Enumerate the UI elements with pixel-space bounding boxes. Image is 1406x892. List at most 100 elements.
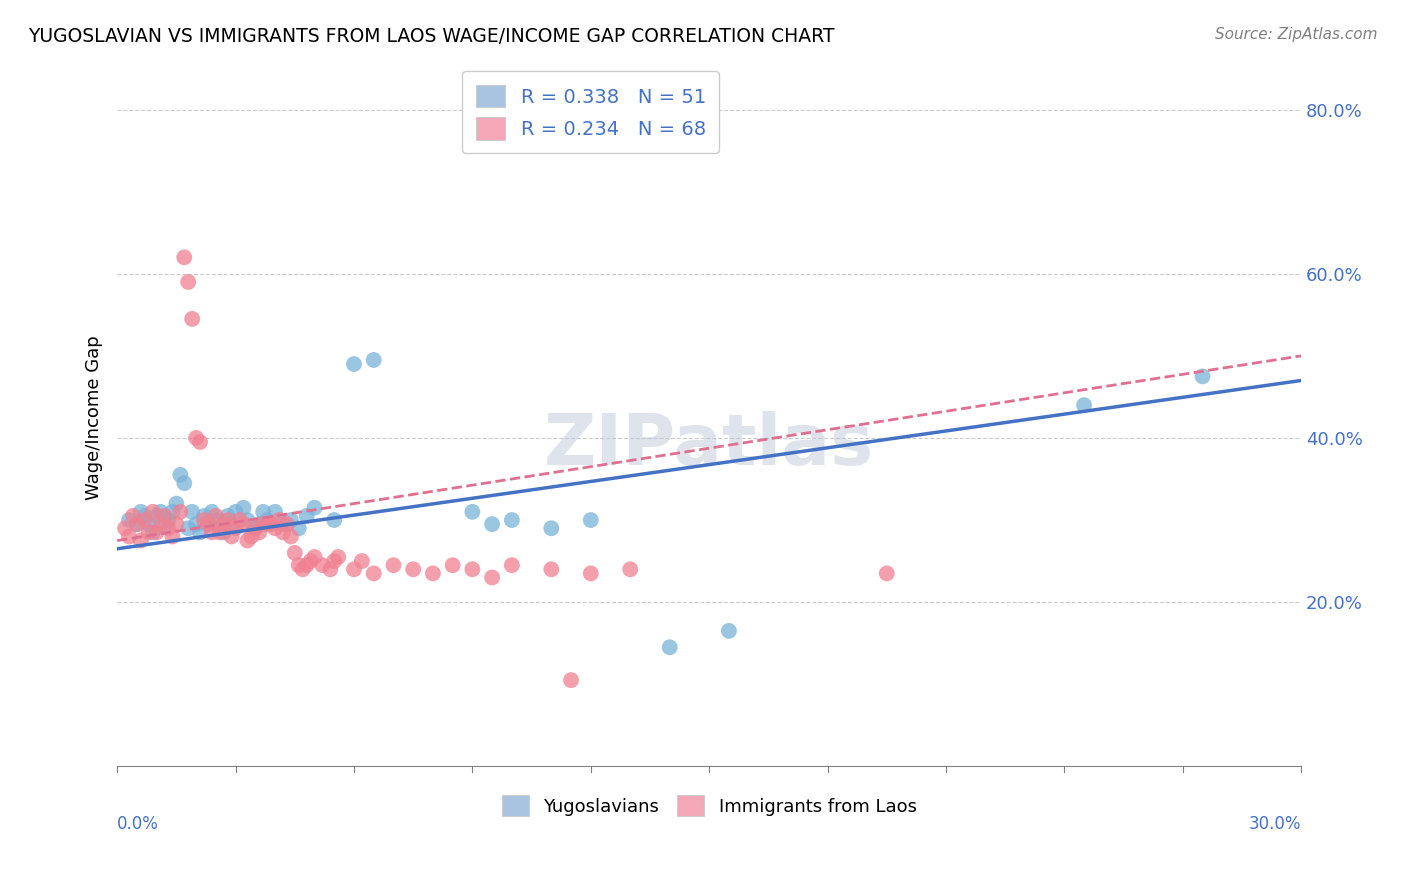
Point bbox=[169, 467, 191, 482]
Point bbox=[181, 312, 204, 326]
Point bbox=[153, 508, 176, 523]
Y-axis label: Wage/Income Gap: Wage/Income Gap bbox=[86, 335, 103, 500]
Point bbox=[217, 513, 239, 527]
Point bbox=[212, 525, 235, 540]
Point bbox=[157, 521, 180, 535]
Point bbox=[256, 513, 278, 527]
Legend: Yugoslavians, Immigrants from Laos: Yugoslavians, Immigrants from Laos bbox=[491, 785, 928, 827]
Point bbox=[295, 558, 318, 573]
Point bbox=[134, 508, 156, 523]
Point bbox=[382, 558, 405, 573]
Point bbox=[328, 549, 350, 564]
Point bbox=[876, 566, 898, 581]
Point bbox=[658, 640, 681, 655]
Text: YUGOSLAVIAN VS IMMIGRANTS FROM LAOS WAGE/INCOME GAP CORRELATION CHART: YUGOSLAVIAN VS IMMIGRANTS FROM LAOS WAGE… bbox=[28, 27, 835, 45]
Point bbox=[232, 517, 254, 532]
Point bbox=[149, 517, 172, 532]
Point bbox=[299, 554, 322, 568]
Point bbox=[208, 521, 231, 535]
Point bbox=[245, 521, 267, 535]
Point bbox=[197, 517, 219, 532]
Point bbox=[129, 533, 152, 548]
Point bbox=[717, 624, 740, 638]
Point bbox=[129, 505, 152, 519]
Point bbox=[225, 505, 247, 519]
Point bbox=[560, 673, 582, 687]
Point bbox=[247, 517, 270, 532]
Point bbox=[118, 529, 141, 543]
Point bbox=[225, 521, 247, 535]
Point bbox=[169, 505, 191, 519]
Point bbox=[181, 505, 204, 519]
Point bbox=[122, 508, 145, 523]
Text: Source: ZipAtlas.com: Source: ZipAtlas.com bbox=[1215, 27, 1378, 42]
Point bbox=[173, 250, 195, 264]
Point bbox=[177, 521, 200, 535]
Point bbox=[284, 546, 307, 560]
Point bbox=[138, 517, 160, 532]
Point bbox=[245, 521, 267, 535]
Point bbox=[461, 505, 484, 519]
Point bbox=[311, 558, 333, 573]
Point bbox=[153, 517, 176, 532]
Point bbox=[197, 517, 219, 532]
Point bbox=[1073, 398, 1095, 412]
Point bbox=[221, 529, 243, 543]
Point bbox=[363, 353, 385, 368]
Point bbox=[184, 431, 207, 445]
Point bbox=[291, 562, 314, 576]
Point bbox=[402, 562, 425, 576]
Point bbox=[193, 513, 215, 527]
Point bbox=[260, 517, 283, 532]
Point bbox=[232, 500, 254, 515]
Point bbox=[149, 505, 172, 519]
Point bbox=[142, 525, 165, 540]
Point bbox=[323, 554, 346, 568]
Point bbox=[304, 500, 326, 515]
Point bbox=[145, 525, 167, 540]
Point bbox=[193, 508, 215, 523]
Point bbox=[304, 549, 326, 564]
Point bbox=[252, 505, 274, 519]
Point bbox=[212, 517, 235, 532]
Point bbox=[184, 517, 207, 532]
Point bbox=[240, 529, 263, 543]
Point bbox=[540, 562, 562, 576]
Point bbox=[481, 570, 503, 584]
Point bbox=[173, 476, 195, 491]
Text: 0.0%: 0.0% bbox=[117, 815, 159, 833]
Point bbox=[125, 517, 148, 532]
Point bbox=[267, 513, 290, 527]
Point bbox=[619, 562, 641, 576]
Point bbox=[188, 525, 211, 540]
Point bbox=[280, 529, 302, 543]
Point bbox=[188, 435, 211, 450]
Text: ZIPatlas: ZIPatlas bbox=[544, 411, 875, 480]
Point bbox=[481, 517, 503, 532]
Point bbox=[295, 508, 318, 523]
Point bbox=[247, 525, 270, 540]
Point bbox=[208, 525, 231, 540]
Point bbox=[157, 513, 180, 527]
Point bbox=[579, 513, 602, 527]
Point bbox=[363, 566, 385, 581]
Point bbox=[201, 525, 224, 540]
Point bbox=[264, 505, 287, 519]
Point bbox=[134, 513, 156, 527]
Point bbox=[1191, 369, 1213, 384]
Point bbox=[228, 513, 250, 527]
Point bbox=[118, 513, 141, 527]
Point bbox=[461, 562, 484, 576]
Point bbox=[579, 566, 602, 581]
Point bbox=[138, 525, 160, 540]
Point bbox=[422, 566, 444, 581]
Point bbox=[145, 508, 167, 523]
Point bbox=[236, 513, 259, 527]
Point bbox=[201, 505, 224, 519]
Point bbox=[287, 521, 309, 535]
Point bbox=[441, 558, 464, 573]
Point bbox=[114, 521, 136, 535]
Point bbox=[276, 517, 298, 532]
Point bbox=[256, 517, 278, 532]
Point bbox=[501, 513, 523, 527]
